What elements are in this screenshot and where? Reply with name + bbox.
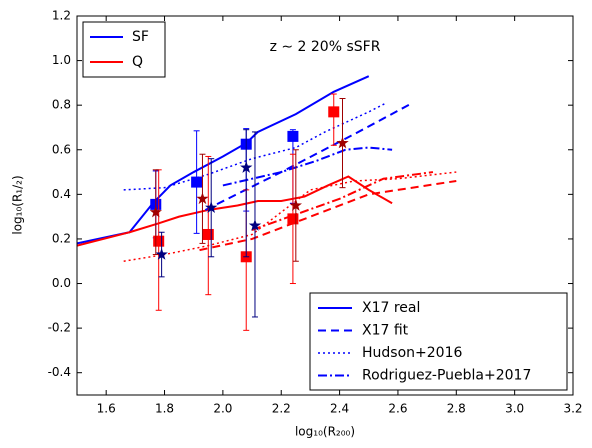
- star-marker: [196, 192, 209, 205]
- star-marker: [248, 219, 262, 231]
- star-marker: [149, 205, 162, 218]
- y-axis-label: log₁₀(R₁/₂): [11, 175, 25, 234]
- x-tick-label: 2.6: [388, 402, 407, 416]
- plot-frame: [76, 15, 574, 396]
- x-axis-label: log₁₀(R₂₀₀): [295, 425, 355, 439]
- series-line: [222, 146, 393, 187]
- y-tick-label: 1.2: [52, 9, 71, 23]
- x-tick-label: 2.4: [330, 402, 349, 416]
- legend-label: SF: [132, 29, 149, 45]
- series-line: [199, 179, 457, 252]
- y-tick-label: -0.2: [48, 321, 71, 335]
- star-marker: [289, 199, 302, 211]
- series-line: [204, 102, 414, 211]
- x-tick-label: 3.0: [505, 402, 524, 416]
- series-line: [251, 171, 434, 231]
- star-marker: [336, 136, 349, 149]
- y-tick-label: 0.4: [52, 187, 71, 201]
- legend-label: X17 fit: [362, 323, 409, 339]
- series-line: [77, 75, 370, 245]
- series-line: [123, 171, 457, 262]
- square-marker: [328, 106, 340, 118]
- y-tick-label: 1.0: [52, 53, 71, 67]
- square-marker: [287, 130, 299, 142]
- plot-content: [77, 75, 457, 331]
- y-tick-label: 0.8: [52, 98, 71, 112]
- star-marker: [240, 161, 253, 173]
- square-marker: [287, 213, 299, 225]
- annotation: z ∼ 2 20% sSFR: [270, 39, 381, 55]
- square-marker: [191, 176, 203, 188]
- star-marker: [155, 248, 168, 260]
- x-tick-label: 2.2: [272, 402, 291, 416]
- legend-box: [309, 292, 568, 391]
- legend-label: Hudson+2016: [362, 345, 462, 361]
- square-marker: [153, 235, 165, 247]
- series-line: [123, 102, 387, 191]
- square-marker: [202, 228, 214, 240]
- y-tick-label: 0.2: [52, 231, 71, 245]
- x-tick-label: 1.8: [155, 402, 174, 416]
- x-tick-label: 3.2: [563, 402, 582, 416]
- x-tick-label: 2.0: [213, 402, 232, 416]
- legend-label: Q: [132, 54, 143, 70]
- x-tick-label: 1.6: [97, 402, 116, 416]
- legend-box: [82, 21, 166, 78]
- y-tick-label: 0.0: [52, 276, 71, 290]
- x-tick-label: 2.8: [447, 402, 466, 416]
- legend-label: X17 real: [362, 300, 420, 316]
- star-marker: [205, 201, 218, 213]
- legend-label: Rodriguez-Puebla+2017: [362, 368, 531, 384]
- y-tick-label: 0.6: [52, 142, 71, 156]
- y-tick-label: -0.4: [48, 365, 71, 379]
